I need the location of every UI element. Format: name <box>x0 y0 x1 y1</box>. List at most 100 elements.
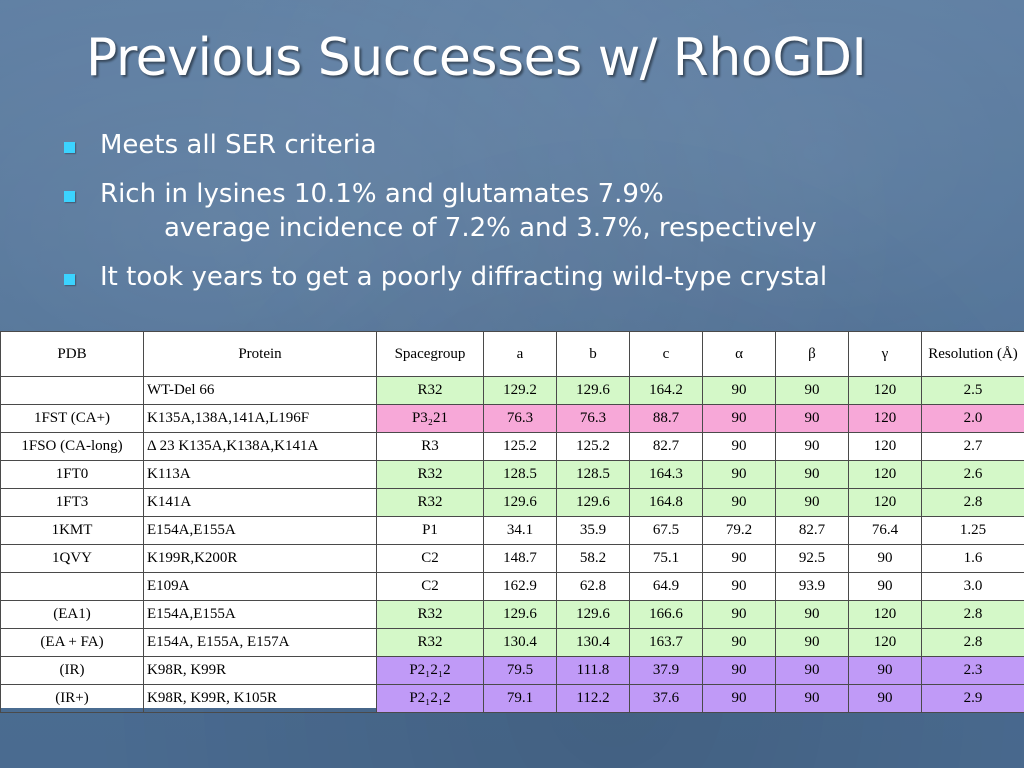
cell-protein: E154A,E155A <box>143 600 377 629</box>
cell-a: 79.5 <box>483 656 557 685</box>
cell-alpha: 90 <box>702 684 776 713</box>
square-bullet-icon <box>64 191 75 202</box>
header-a: a <box>483 331 557 377</box>
cell-beta: 90 <box>775 600 849 629</box>
cell-protein: K98R, K99R, K105R <box>143 684 377 713</box>
cell-resolution: 1.25 <box>921 516 1024 545</box>
square-bullet-icon <box>64 142 75 153</box>
cell-a: 34.1 <box>483 516 557 545</box>
cell-protein: WT-Del 66 <box>143 376 377 405</box>
cell-resolution: 2.5 <box>921 376 1024 405</box>
cell-alpha: 90 <box>702 544 776 573</box>
cell-b: 128.5 <box>556 460 630 489</box>
cell-protein: K141A <box>143 488 377 517</box>
cell-protein: K98R, K99R <box>143 656 377 685</box>
cell-c: 164.3 <box>629 460 703 489</box>
cell-spacegroup: R32 <box>376 628 484 657</box>
cell-b: 129.6 <box>556 600 630 629</box>
cell-spacegroup: R32 <box>376 376 484 405</box>
cell-spacegroup: P2₁2₁2 <box>376 656 484 685</box>
cell-alpha: 90 <box>702 488 776 517</box>
cell-resolution: 2.3 <box>921 656 1024 685</box>
cell-pdb <box>0 376 144 405</box>
cell-alpha: 90 <box>702 628 776 657</box>
cell-gamma: 120 <box>848 600 922 629</box>
cell-b: 129.6 <box>556 488 630 517</box>
cell-spacegroup: R3 <box>376 432 484 461</box>
header-resolution: Resolution (Å) <box>921 331 1024 377</box>
cell-gamma: 90 <box>848 656 922 685</box>
cell-spacegroup: R32 <box>376 488 484 517</box>
cell-spacegroup: P1 <box>376 516 484 545</box>
cell-pdb: 1FST (CA+) <box>0 404 144 433</box>
cell-gamma: 120 <box>848 404 922 433</box>
table-row: (IR+) K98R, K99R, K105R P2₁2₁2 79.1 112.2 37.… <box>0 684 1024 713</box>
bullet-text: Rich in lysines 10.1% and glutamates 7.9… <box>100 179 664 209</box>
cell-a: 129.2 <box>483 376 557 405</box>
table-row: 1FST (CA+) K135A,138A,141A,L196F P3₂21 76.3… <box>0 404 1024 433</box>
cell-gamma: 76.4 <box>848 516 922 545</box>
cell-beta: 90 <box>775 488 849 517</box>
cell-b: 58.2 <box>556 544 630 573</box>
cell-beta: 90 <box>775 432 849 461</box>
header-gamma: γ <box>848 331 922 377</box>
table-row: 1QVY K199R,K200R C2 148.7 58.2 75.1 90 92.5 90 1.… <box>0 544 1024 573</box>
cell-resolution: 2.8 <box>921 488 1024 517</box>
cell-resolution: 1.6 <box>921 544 1024 573</box>
cell-pdb: (EA + FA) <box>0 628 144 657</box>
cell-spacegroup: R32 <box>376 600 484 629</box>
cell-c: 88.7 <box>629 404 703 433</box>
cell-a: 128.5 <box>483 460 557 489</box>
cell-c: 67.5 <box>629 516 703 545</box>
cell-c: 37.9 <box>629 656 703 685</box>
cell-spacegroup: C2 <box>376 544 484 573</box>
table-row: 1KMT E154A,E155A P1 34.1 35.9 67.5 79.2 82.7 76.… <box>0 516 1024 545</box>
cell-beta: 82.7 <box>775 516 849 545</box>
cell-c: 37.6 <box>629 684 703 713</box>
cell-b: 130.4 <box>556 628 630 657</box>
table-row: E109A C2 162.9 62.8 64.9 90 93.9 90 3.0 <box>0 572 1024 601</box>
cell-gamma: 120 <box>848 432 922 461</box>
header-c: c <box>629 331 703 377</box>
cell-protein: E154A,E155A <box>143 516 377 545</box>
cell-beta: 90 <box>775 460 849 489</box>
cell-beta: 90 <box>775 404 849 433</box>
cell-b: 125.2 <box>556 432 630 461</box>
cell-gamma: 90 <box>848 684 922 713</box>
cell-gamma: 90 <box>848 544 922 573</box>
header-spacegroup: Spacegroup <box>376 331 484 377</box>
cell-pdb: (IR+) <box>0 684 144 713</box>
cell-spacegroup: P3₂21 <box>376 404 484 433</box>
table-row: 1FT0 K113A R32 128.5 128.5 164.3 90 90 120 2.6 <box>0 460 1024 489</box>
cell-a: 76.3 <box>483 404 557 433</box>
cell-alpha: 79.2 <box>702 516 776 545</box>
cell-pdb: (EA1) <box>0 600 144 629</box>
cell-protein: Δ 23 K135A,K138A,K141A <box>143 432 377 461</box>
cell-a: 129.6 <box>483 488 557 517</box>
cell-alpha: 90 <box>702 600 776 629</box>
header-alpha: α <box>702 331 776 377</box>
cell-protein: E154A, E155A, E157A <box>143 628 377 657</box>
cell-pdb: (IR) <box>0 656 144 685</box>
cell-spacegroup: C2 <box>376 572 484 601</box>
cell-b: 76.3 <box>556 404 630 433</box>
cell-b: 112.2 <box>556 684 630 713</box>
cell-pdb: 1FSO (CA-long) <box>0 432 144 461</box>
crystal-data-table: PDB Protein Spacegroup a b c α β γ Resol… <box>0 331 1024 713</box>
cell-pdb: 1FT3 <box>0 488 144 517</box>
cell-b: 129.6 <box>556 376 630 405</box>
cell-c: 166.6 <box>629 600 703 629</box>
cell-resolution: 2.8 <box>921 628 1024 657</box>
cell-c: 82.7 <box>629 432 703 461</box>
table-row: 1FT3 K141A R32 129.6 129.6 164.8 90 90 120 2.8 <box>0 488 1024 517</box>
cell-resolution: 2.7 <box>921 432 1024 461</box>
cell-gamma: 90 <box>848 572 922 601</box>
cell-pdb <box>0 572 144 601</box>
cell-spacegroup: P2₁2₁2 <box>376 684 484 713</box>
cell-beta: 90 <box>775 628 849 657</box>
cell-alpha: 90 <box>702 460 776 489</box>
table-row: WT-Del 66 R32 129.2 129.6 164.2 90 90 120 2.5 <box>0 376 1024 405</box>
table-header-row: PDB Protein Spacegroup a b c α β γ Resol… <box>0 331 1024 377</box>
cell-alpha: 90 <box>702 404 776 433</box>
cell-c: 164.2 <box>629 376 703 405</box>
